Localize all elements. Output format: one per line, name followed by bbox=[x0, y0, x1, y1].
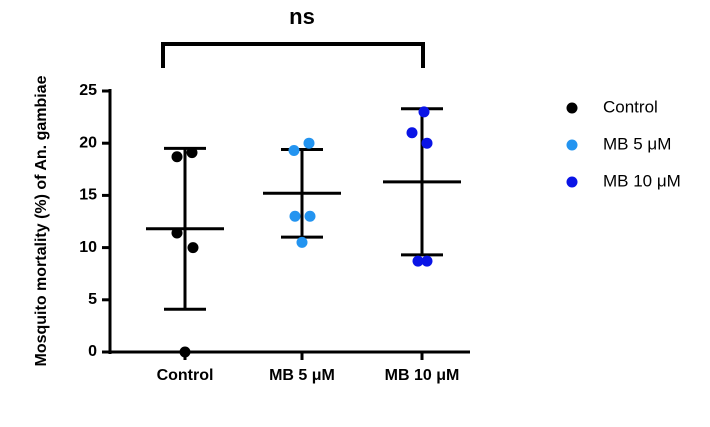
legend-marker bbox=[566, 102, 578, 114]
x-tick-label: MB 10 μM bbox=[385, 367, 460, 384]
data-point bbox=[406, 127, 418, 139]
y-tick-label: 0 bbox=[88, 343, 97, 360]
data-point bbox=[186, 147, 198, 159]
significance-label: ns bbox=[289, 4, 315, 29]
y-axis-label: Mosquito mortality (%) of An. gambiae bbox=[33, 75, 50, 366]
legend-label: MB 10 μM bbox=[603, 171, 681, 190]
data-point bbox=[288, 145, 300, 157]
x-tick-label: Control bbox=[157, 367, 214, 384]
data-point bbox=[171, 227, 183, 239]
legend-marker bbox=[566, 139, 578, 151]
data-point bbox=[179, 346, 191, 358]
y-tick-label: 25 bbox=[79, 82, 97, 99]
data-point bbox=[187, 242, 199, 254]
x-tick-label: MB 5 μM bbox=[269, 367, 335, 384]
data-point bbox=[171, 151, 183, 163]
legend-marker bbox=[566, 176, 578, 188]
data-point bbox=[421, 137, 433, 149]
data-point bbox=[296, 236, 308, 248]
y-tick-label: 15 bbox=[79, 187, 97, 204]
data-point bbox=[421, 255, 433, 267]
data-point bbox=[304, 210, 316, 222]
data-point bbox=[412, 255, 424, 267]
data-point bbox=[289, 210, 301, 222]
legend-label: Control bbox=[603, 97, 658, 116]
y-tick-label: 5 bbox=[88, 291, 97, 308]
legend-label: MB 5 μM bbox=[603, 134, 671, 153]
data-point bbox=[303, 137, 315, 149]
data-point bbox=[418, 106, 430, 118]
significance-bracket bbox=[161, 42, 425, 68]
y-tick-label: 20 bbox=[79, 134, 97, 151]
y-tick-label: 10 bbox=[79, 239, 97, 256]
